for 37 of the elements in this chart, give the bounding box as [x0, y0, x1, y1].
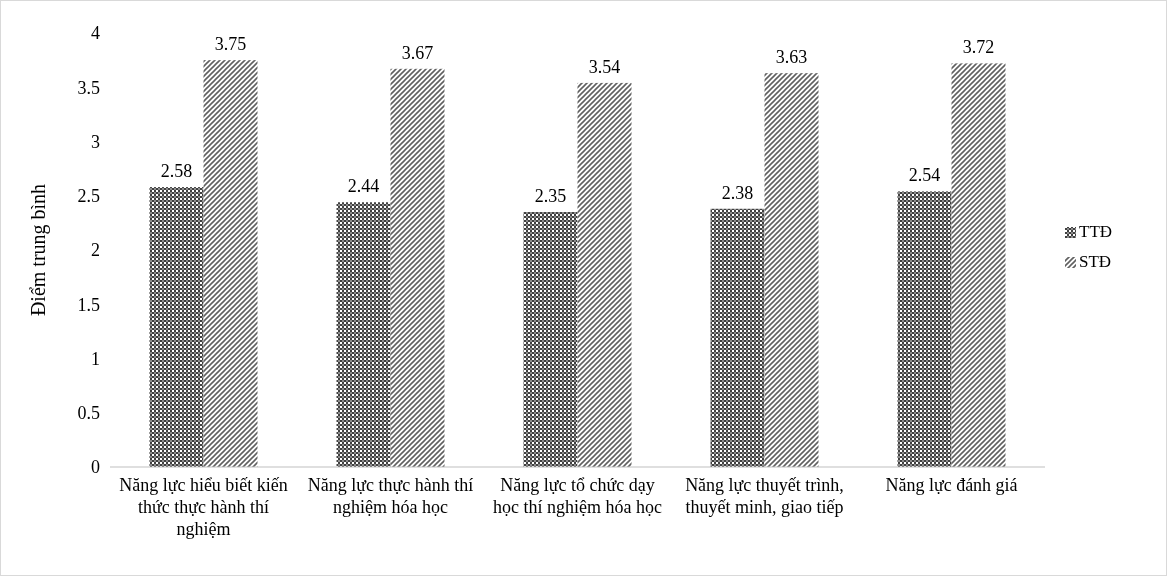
- legend-label: STĐ: [1079, 252, 1112, 271]
- bar: [523, 212, 578, 467]
- data-label: 2.35: [534, 186, 567, 207]
- bar: [336, 202, 391, 467]
- data-label: 3.63: [775, 47, 808, 68]
- bar: [951, 63, 1006, 467]
- y-tick-label: 1.5: [77, 294, 100, 315]
- x-tick-label: Năng lực tổ chức dạy học thí nghiệm hóa học: [493, 475, 662, 517]
- y-tick-label: 0.5: [77, 403, 100, 424]
- legend-label: TTĐ: [1079, 222, 1113, 241]
- x-tick-label: Năng lực thuyết trình, thuyết minh, giao tiếp: [685, 475, 844, 517]
- y-axis-title: Điểm trung bình: [27, 183, 50, 317]
- bar: [577, 82, 632, 467]
- data-label: 3.67: [401, 42, 434, 63]
- bar: [390, 68, 445, 467]
- bar: [764, 73, 819, 467]
- bar: [897, 191, 952, 467]
- data-label: 2.44: [347, 176, 380, 197]
- y-tick-label: 1: [91, 348, 100, 369]
- data-label: 2.38: [721, 182, 754, 203]
- data-label: 2.54: [908, 165, 941, 186]
- bar: [203, 60, 258, 467]
- data-label: 3.54: [588, 56, 621, 77]
- y-tick-label: 3.5: [77, 77, 100, 98]
- bar: [710, 208, 765, 467]
- data-label: 3.75: [214, 34, 247, 55]
- y-tick-label: 2: [91, 240, 100, 261]
- x-tick-label: Năng lực đánh giá: [885, 475, 1018, 495]
- data-label: 3.72: [962, 37, 995, 58]
- x-tick-label: Năng lực hiểu biết kiến thức thực hành thí nghiệm: [119, 475, 288, 539]
- y-tick-label: 3: [91, 131, 100, 152]
- y-tick-label: 0: [91, 457, 100, 478]
- y-tick-label: 2.5: [77, 186, 100, 207]
- data-label: 2.58: [160, 161, 193, 182]
- y-tick-label: 4: [91, 23, 100, 44]
- bar: [149, 187, 204, 467]
- x-tick-label: Năng lực thực hành thí nghiệm hóa học: [307, 475, 474, 517]
